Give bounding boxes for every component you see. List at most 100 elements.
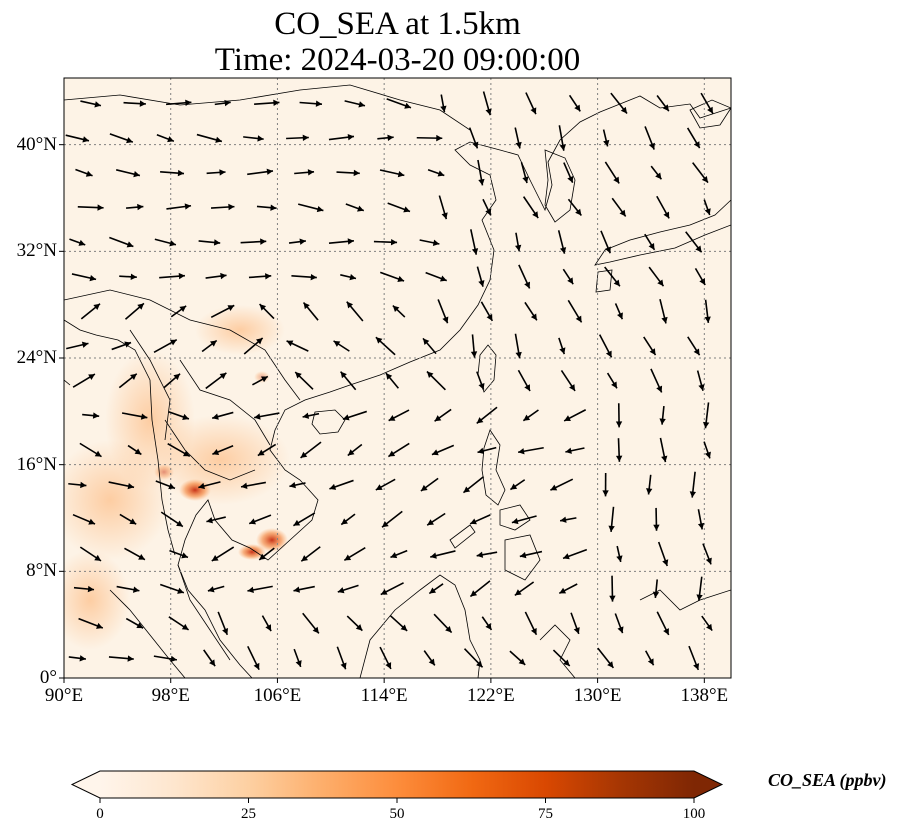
wind-arrow: [347, 443, 363, 457]
coastlines: [64, 84, 731, 678]
wind-arrow: [333, 340, 350, 352]
wind-arrow: [697, 509, 705, 530]
colorbar-label: CO_SEA (ppbv): [768, 770, 887, 790]
x-tick-label: 138°E: [680, 685, 729, 706]
wind-arrow: [80, 100, 102, 108]
wind-arrow: [340, 513, 356, 526]
wind-arrow: [156, 134, 175, 143]
wind-arrow: [434, 408, 452, 422]
wind-arrow: [514, 581, 535, 597]
wind-arrow: [375, 336, 396, 356]
wind-arrow: [430, 550, 456, 559]
wind-arrow: [643, 336, 657, 356]
border-china-south: [64, 289, 301, 401]
wind-arrow: [608, 506, 615, 532]
wind-arrow: [602, 472, 609, 497]
wind-arrow: [600, 230, 611, 254]
wind-arrow: [614, 303, 624, 320]
wind-arrow: [109, 236, 134, 248]
wind-arrow: [517, 446, 544, 455]
wind-arrow: [462, 476, 485, 494]
wind-arrow: [121, 412, 148, 420]
coastline-palawan: [449, 524, 476, 549]
wind-arrow: [125, 617, 144, 629]
wind-arrow: [481, 616, 493, 631]
wind-arrow: [644, 233, 656, 251]
wind-arrow: [615, 438, 623, 462]
wind-arrow: [336, 169, 360, 177]
wind-arrow: [552, 649, 571, 667]
wind-arrow: [169, 549, 189, 559]
wind-arrow: [433, 613, 453, 634]
gridlines: [64, 78, 731, 678]
wind-arrow: [118, 373, 138, 389]
wind-arrow: [343, 546, 366, 562]
y-tick-label: 24°N: [16, 347, 57, 368]
wind-arrow: [201, 339, 218, 353]
wind-arrow: [476, 551, 498, 558]
border-china-north: [64, 84, 471, 131]
wind-arrow: [644, 650, 655, 666]
wind-arrow: [525, 92, 537, 115]
wind-arrow: [336, 646, 347, 670]
wind-arrow: [388, 409, 410, 422]
wind-arrow: [299, 100, 323, 107]
wind-arrow: [463, 648, 484, 668]
wind-arrow: [75, 168, 93, 177]
wind-arrow: [524, 611, 538, 636]
wind-arrow: [567, 299, 583, 323]
wind-arrow: [254, 412, 280, 420]
wind-arrow: [604, 266, 621, 287]
wind-arrow: [380, 582, 404, 596]
wind-arrow: [386, 98, 412, 109]
wind-arrow: [116, 585, 140, 593]
wind-arrow: [73, 585, 95, 593]
wind-arrow: [65, 134, 90, 143]
wind-arrow: [248, 514, 272, 525]
wind-arrow: [703, 441, 711, 459]
wind-arrow: [111, 341, 132, 351]
wind-arrow: [615, 403, 623, 428]
wind-arrow: [685, 231, 703, 253]
wind-arrow: [511, 515, 537, 525]
wind-arrow: [416, 134, 443, 142]
wind-arrow: [198, 239, 221, 246]
wind-arrow: [243, 337, 264, 355]
coastline-korea: [544, 149, 576, 223]
wind-arrow: [696, 576, 703, 601]
wind-arrow: [568, 94, 581, 112]
wind-arrow: [297, 203, 324, 213]
wind-arrow: [616, 545, 623, 563]
wind-arrow: [159, 272, 185, 280]
wind-arrow: [109, 133, 134, 144]
wind-arrow: [469, 580, 491, 598]
wind-arrow: [611, 197, 627, 217]
wind-arrow: [108, 481, 135, 490]
wind-arrow: [198, 481, 221, 490]
colorbar-body: [100, 771, 694, 798]
wind-arrow: [392, 304, 406, 318]
wind-arrow: [696, 370, 705, 391]
wind-arrow: [687, 336, 701, 356]
wind-arrow: [69, 238, 86, 246]
wind-arrow: [211, 411, 234, 420]
wind-arrow: [203, 649, 216, 667]
wind-arrow: [256, 204, 277, 211]
wind-arrow: [558, 125, 566, 151]
wind-arrow: [437, 299, 449, 324]
wind-arrow: [212, 444, 234, 456]
coastline-mainland-asia: [177, 95, 731, 678]
wind-arrow: [517, 369, 531, 392]
wind-arrow: [288, 238, 306, 245]
wind-arrow: [688, 645, 700, 671]
wind-arrow: [240, 238, 267, 245]
wind-arrow: [514, 232, 522, 252]
wind-arrow: [656, 611, 670, 636]
wind-arrow: [78, 617, 104, 629]
wind-arrow: [258, 303, 275, 320]
wind-arrow: [207, 585, 225, 593]
wind-arrow: [694, 267, 706, 286]
wind-arrow: [72, 373, 96, 388]
wind-arrow: [550, 478, 574, 491]
wind-arrow: [159, 583, 185, 594]
